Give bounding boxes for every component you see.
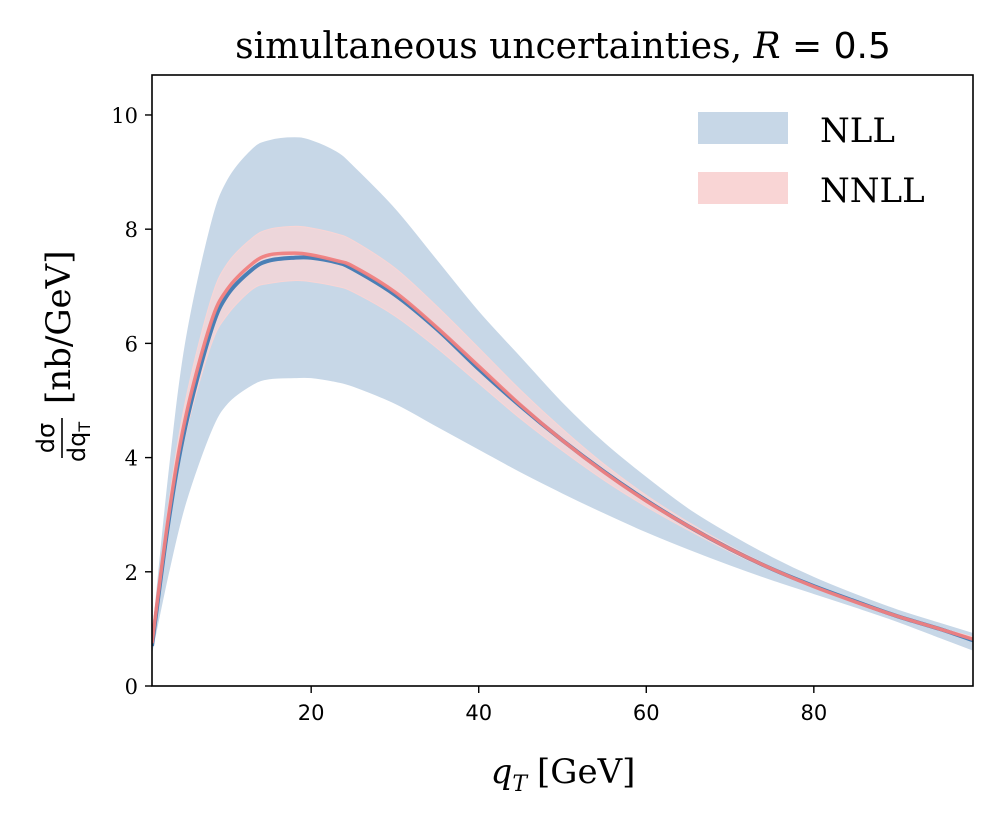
y-tick-label: 0 — [125, 675, 138, 699]
y-axis-label: dσ dqT [nb/GeV] — [32, 251, 94, 463]
x-axis-label-var: q — [491, 752, 513, 792]
legend-swatch-nll — [698, 112, 788, 144]
x-axis-label: qT [GeV] — [491, 752, 636, 797]
chart-title-variable: R — [752, 26, 780, 67]
legend: NLL NNLL — [698, 111, 925, 211]
x-tick-label: 60 — [633, 701, 660, 725]
uncertainty-bands — [152, 137, 973, 652]
x-axis-label-sub: T — [512, 772, 529, 797]
y-axis-label-denominator-var: dq — [63, 432, 91, 462]
legend-swatch-nnll — [698, 172, 788, 204]
y-tick-label: 8 — [125, 218, 138, 242]
y-axis-label-denominator-sub: T — [75, 422, 94, 433]
legend-label-nnll: NNLL — [820, 171, 925, 211]
x-tick-label: 80 — [800, 701, 827, 725]
chart-title-value: = 0.5 — [781, 26, 891, 67]
band-nnll — [152, 225, 973, 647]
chart-title-text: simultaneous uncertainties, — [235, 26, 753, 67]
y-tick-label: 2 — [125, 561, 138, 585]
central-curves — [152, 251, 973, 647]
y-tick-label: 4 — [125, 447, 138, 471]
y-axis-label-unit: [nb/GeV] — [39, 251, 79, 404]
y-axis-label-numerator: dσ — [32, 423, 60, 453]
chart-title: simultaneous uncertainties, R = 0.5 — [235, 26, 891, 67]
y-tick-label: 6 — [125, 332, 138, 356]
y-axis-label-denominator: dqT — [63, 422, 94, 462]
y-tick-label: 10 — [111, 104, 138, 128]
band-nll — [152, 137, 973, 652]
x-axis-ticks: 20 40 60 80 — [298, 686, 827, 725]
plot-frame — [151, 74, 974, 687]
legend-label-nll: NLL — [820, 111, 895, 151]
x-axis-label-unit: [GeV] — [537, 752, 635, 792]
x-tick-label: 40 — [465, 701, 492, 725]
y-axis-ticks: 0 2 4 6 8 10 — [111, 104, 152, 699]
x-tick-label: 20 — [298, 701, 325, 725]
line-nnll-central — [152, 251, 973, 644]
